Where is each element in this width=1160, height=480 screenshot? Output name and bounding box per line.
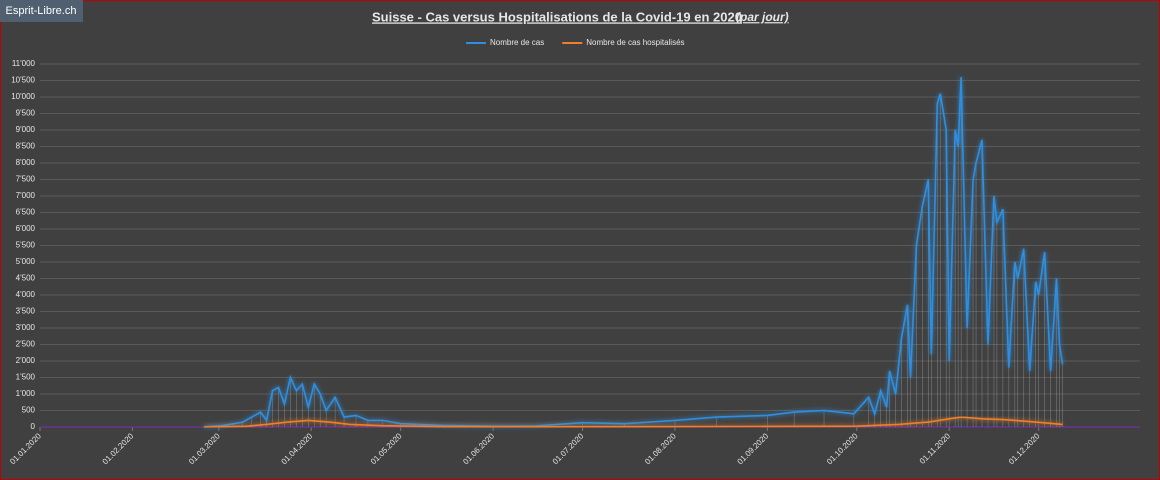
y-tick-label: 7'500 <box>16 175 36 184</box>
y-tick-label: 500 <box>22 406 36 415</box>
y-tick-label: 8'500 <box>16 142 36 151</box>
y-tick-label: 10'500 <box>11 76 35 85</box>
y-tick-label: 2'000 <box>16 356 36 365</box>
y-tick-label: 10'000 <box>11 92 35 101</box>
y-tick-label: 1'000 <box>16 389 36 398</box>
y-tick-label: 3'000 <box>16 323 36 332</box>
y-tick-label: 6'500 <box>16 208 36 217</box>
y-tick-label: 8'000 <box>16 158 36 167</box>
y-tick-label: 0 <box>31 422 36 431</box>
legend-label: Nombre de cas <box>490 38 544 47</box>
chart-subtitle: (par jour) <box>736 10 789 24</box>
y-tick-label: 6'000 <box>16 224 36 233</box>
y-tick-label: 5'000 <box>16 257 36 266</box>
chart-title: Suisse - Cas versus Hospitalisations de … <box>372 9 742 24</box>
y-tick-label: 4'500 <box>16 274 36 283</box>
y-tick-label: 2'500 <box>16 340 36 349</box>
watermark: Esprit-Libre.ch <box>6 5 77 17</box>
y-tick-label: 9'500 <box>16 109 36 118</box>
watermark-box <box>0 0 83 22</box>
legend-label: Nombre de cas hospitalisés <box>586 38 684 47</box>
y-tick-label: 5'500 <box>16 241 36 250</box>
y-tick-label: 3'500 <box>16 307 36 316</box>
y-tick-label: 4'000 <box>16 290 36 299</box>
y-tick-label: 9'000 <box>16 125 36 134</box>
y-tick-label: 11'000 <box>12 59 36 68</box>
y-tick-label: 7'000 <box>16 191 36 200</box>
series-line <box>203 77 1064 428</box>
y-tick-label: 1'500 <box>16 373 36 382</box>
series-line <box>203 416 1063 428</box>
